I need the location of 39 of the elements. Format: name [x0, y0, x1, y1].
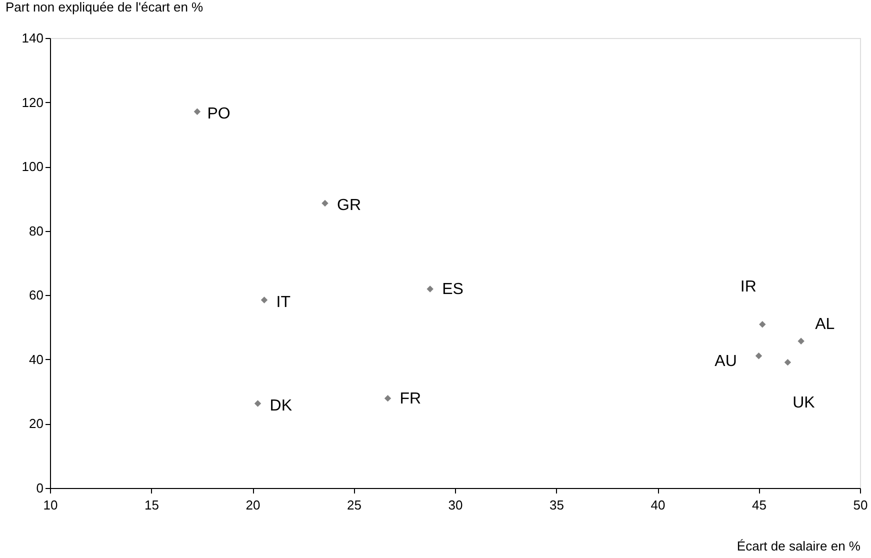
y-tick-label: 60	[29, 288, 44, 303]
annotation: AU	[714, 352, 737, 370]
y-axis-title: Part non expliquée de l'écart en %	[6, 0, 204, 14]
point	[798, 338, 804, 344]
x-tick-label: 40	[650, 498, 666, 512]
annotation: PO	[207, 106, 230, 123]
point	[426, 286, 434, 292]
y-tick-label: 0	[36, 480, 44, 496]
y-tick-label: 120	[22, 94, 44, 110]
annotation: IT	[276, 294, 291, 311]
x-tick-label: 15	[144, 498, 159, 512]
point	[254, 400, 262, 407]
x-tick-label: 25	[347, 498, 362, 512]
y-tick-label: 40	[29, 352, 44, 367]
x-tick-label: 35	[550, 498, 564, 512]
point	[755, 352, 762, 360]
point	[322, 200, 328, 207]
point	[260, 296, 268, 304]
annotation: FR	[400, 390, 422, 408]
x-tick-label: 50	[853, 498, 868, 512]
annotation: UK	[792, 394, 816, 412]
x-tick-label: 45	[752, 498, 766, 512]
y-tick-label: 140	[22, 30, 44, 46]
y-tick-label: 80	[29, 223, 44, 238]
annotation: ES	[442, 281, 464, 298]
x-axis-title: Écart de salaire en %	[736, 538, 861, 554]
x-tick-label: 20	[246, 498, 260, 512]
point	[784, 358, 792, 366]
y-tick-label: 20	[29, 416, 44, 432]
annotation: GR	[336, 197, 361, 214]
y-tick-label: 100	[22, 159, 44, 174]
point	[194, 108, 201, 115]
annotation: AL	[815, 316, 835, 334]
x-tick-label: 10	[43, 498, 58, 512]
annotation: DK	[270, 397, 292, 414]
point	[384, 394, 392, 402]
annotation: IR	[740, 278, 756, 296]
x-tick-label: 30	[448, 498, 463, 512]
point	[759, 321, 766, 328]
